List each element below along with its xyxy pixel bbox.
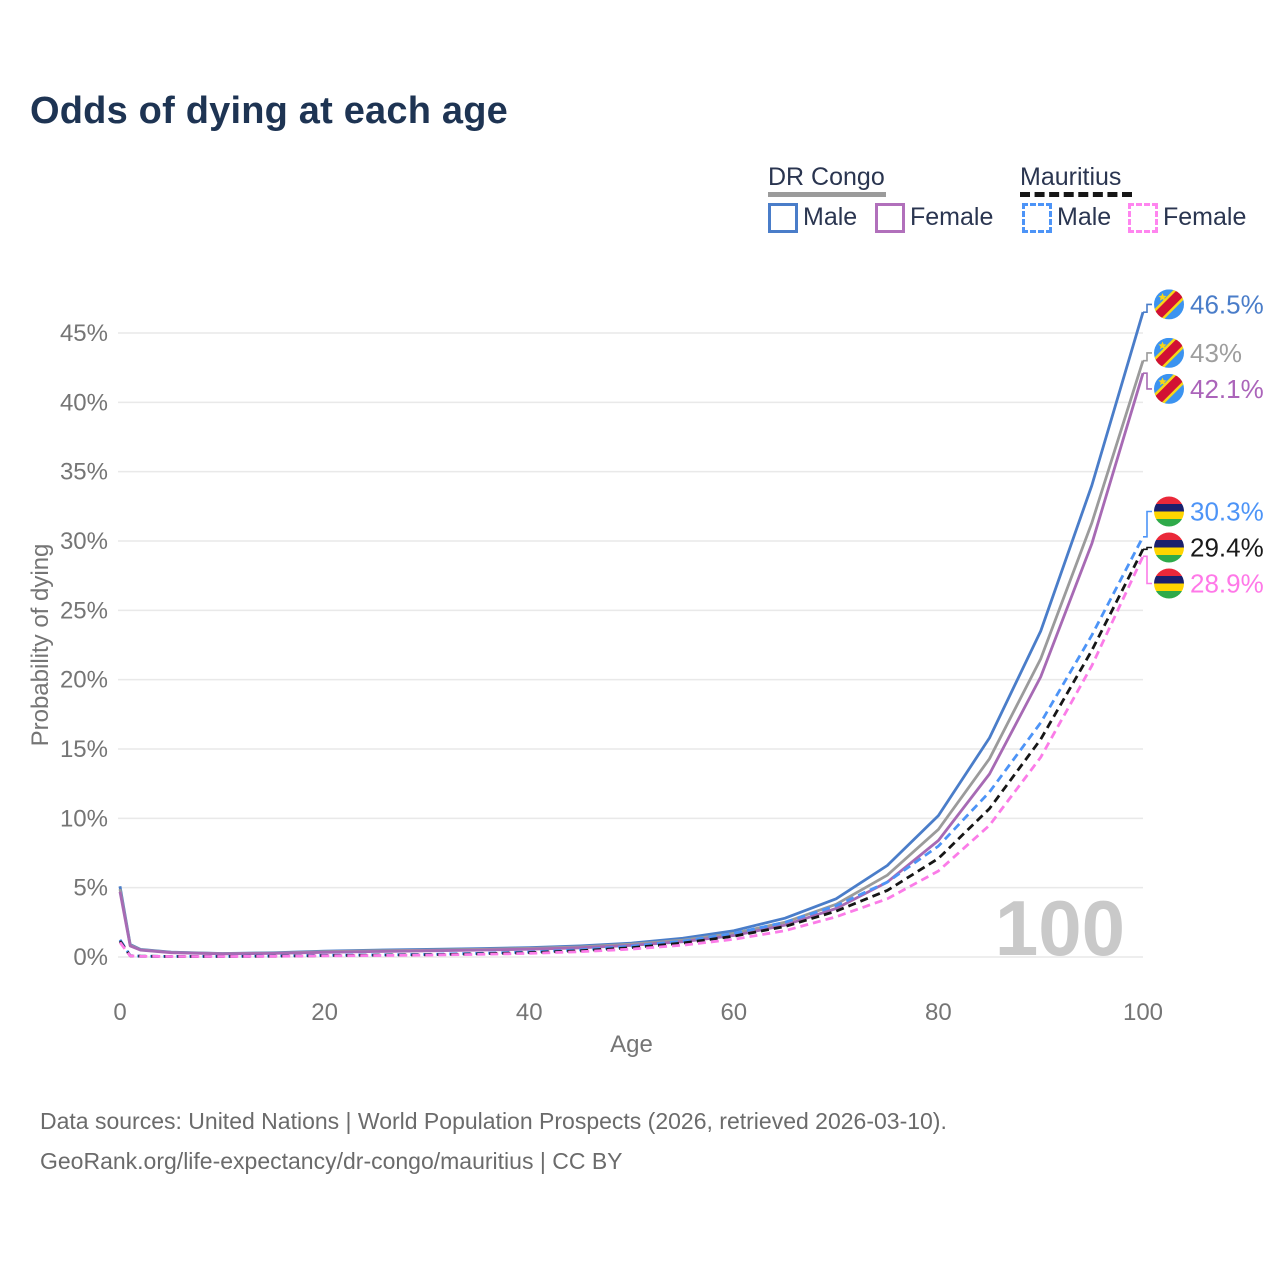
svg-text:40: 40 [516, 999, 543, 1026]
svg-text:30%: 30% [60, 528, 108, 555]
legend-checkbox-dr-congo-male[interactable] [768, 203, 798, 233]
legend-label-dr-congo-female[interactable]: Female [910, 203, 994, 231]
hover-age-watermark: 100 [995, 884, 1125, 972]
end-label-leader [1143, 555, 1152, 585]
svg-text:10%: 10% [60, 805, 108, 832]
mauritius-flag-icon [1154, 569, 1184, 599]
svg-text:60: 60 [720, 999, 747, 1026]
svg-text:100: 100 [995, 884, 1125, 972]
end-label-leader [1143, 546, 1152, 551]
dr-congo-flag-icon [1149, 284, 1189, 324]
legend-checkbox-dr-congo-female[interactable] [875, 203, 905, 233]
svg-text:20%: 20% [60, 667, 108, 694]
legend-checkbox-mauritius-female[interactable] [1128, 203, 1158, 233]
end-label-value: 29.4% [1190, 533, 1264, 563]
svg-text:0: 0 [113, 999, 126, 1026]
mauritius-flag-icon [1154, 533, 1184, 563]
end-label-value: 30.3% [1190, 497, 1264, 527]
page-title: Odds of dying at each age [30, 90, 508, 132]
end-label-value: 43% [1190, 338, 1242, 368]
mauritius-line-style-swatch [1020, 192, 1132, 197]
end-label-value: 46.5% [1190, 289, 1264, 319]
attribution-note: GeoRank.org/life-expectancy/dr-congo/mau… [40, 1148, 623, 1174]
series-line-3 [118, 536, 1145, 958]
svg-text:35%: 35% [60, 459, 108, 486]
end-label-leader [1143, 372, 1152, 390]
series-line-0 [118, 311, 1145, 955]
svg-text:80: 80 [925, 999, 952, 1026]
svg-text:20: 20 [311, 999, 338, 1026]
axis-labels: 0% 5% 10% 15% 20% 25% 30% 35% 40% 45% 0 20 40 60 80 100… [27, 320, 1163, 1058]
end-label-leader [1143, 352, 1152, 362]
data-sources-note: Data sources: United Nations | World Pop… [40, 1108, 947, 1134]
mauritius-flag-icon [1154, 497, 1184, 527]
svg-text:15%: 15% [60, 736, 108, 763]
legend-label-dr-congo-male[interactable]: Male [803, 203, 858, 231]
svg-text:25%: 25% [60, 597, 108, 624]
svg-text:5%: 5% [73, 875, 108, 902]
legend-checkbox-mauritius-male[interactable] [1022, 203, 1052, 233]
end-label-leader [1143, 510, 1152, 538]
svg-text:40%: 40% [60, 389, 108, 416]
svg-text:Age: Age [610, 1031, 653, 1058]
series-line-1 [118, 360, 1145, 956]
svg-text:100: 100 [1123, 999, 1163, 1026]
dr-congo-line-style-swatch [768, 192, 886, 197]
dr-congo-flag-icon [1149, 333, 1189, 373]
legend-label-mauritius-male[interactable]: Male [1057, 203, 1112, 231]
legend-label-mauritius-female[interactable]: Female [1163, 203, 1247, 231]
end-label-leader [1143, 303, 1152, 313]
dr-congo-flag-icon [1149, 369, 1189, 409]
legend-group-mauritius[interactable]: Mauritius [1020, 163, 1122, 191]
gridlines [118, 332, 1143, 958]
end-label-value: 28.9% [1190, 569, 1264, 599]
svg-text:0%: 0% [73, 944, 108, 971]
svg-text:45%: 45% [60, 320, 108, 347]
series-lines [118, 311, 1145, 958]
svg-text:Probability of dying: Probability of dying [27, 544, 54, 747]
end-label-value: 42.1% [1190, 374, 1264, 404]
legend-group-dr-congo[interactable]: DR Congo [768, 163, 885, 191]
series-end-labels: 46.5% 43% 42.1% 30.3% 29.4% 28.9% [1143, 284, 1264, 599]
series-line-5 [118, 555, 1145, 958]
series-line-2 [118, 372, 1145, 956]
